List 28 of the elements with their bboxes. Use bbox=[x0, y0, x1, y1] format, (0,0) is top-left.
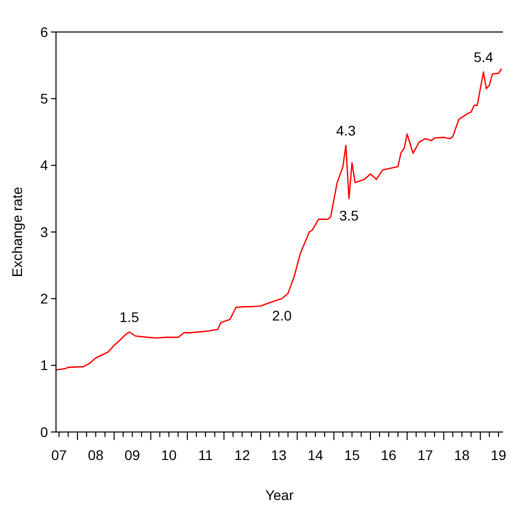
x-tick-label: 13 bbox=[271, 447, 287, 463]
annotation: 3.5 bbox=[339, 208, 359, 224]
y-tick-label: 2 bbox=[40, 290, 48, 307]
annotation: 5.4 bbox=[474, 49, 494, 65]
x-tick-label: 19 bbox=[490, 447, 506, 463]
x-tick-label: 16 bbox=[380, 447, 397, 463]
x-tick-label: 15 bbox=[344, 447, 360, 463]
x-tick-label: 10 bbox=[161, 447, 177, 463]
x-tick-label: 18 bbox=[454, 447, 470, 463]
annotation: 1.5 bbox=[120, 309, 140, 325]
x-tick-label: 08 bbox=[88, 447, 104, 463]
y-tick-label: 3 bbox=[40, 224, 48, 240]
x-tick-label: 17 bbox=[418, 447, 434, 463]
x-tick-label: 14 bbox=[308, 447, 324, 463]
y-tick-label: 6 bbox=[40, 24, 48, 40]
x-tick-label: 12 bbox=[234, 447, 250, 463]
line-series bbox=[55, 68, 502, 371]
x-axis-title: Year bbox=[265, 487, 294, 503]
y-tick-label: 1 bbox=[40, 357, 48, 374]
y-tick-label: 0 bbox=[40, 424, 48, 440]
x-tick-label: 07 bbox=[51, 447, 68, 463]
x-tick-label: 11 bbox=[198, 447, 213, 463]
y-tick-label: 5 bbox=[40, 90, 48, 107]
y-tick-label: 4 bbox=[40, 157, 48, 174]
x-tick-label: 09 bbox=[124, 447, 140, 463]
annotation: 4.3 bbox=[336, 122, 356, 138]
y-axis-title: Exchange rate bbox=[9, 186, 25, 278]
annotation: 2.0 bbox=[272, 308, 292, 324]
